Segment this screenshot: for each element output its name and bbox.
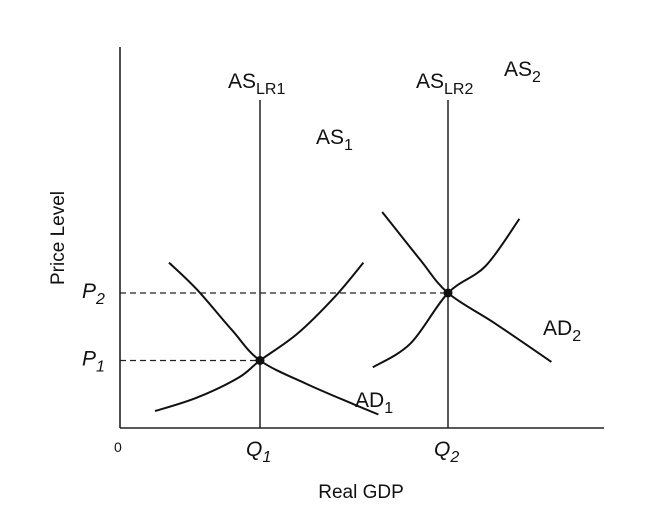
chart-labels: 0 Real GDP Price Level AS1 AD1 AS2 AD2 ASLR1… — [48, 58, 581, 503]
x-tick-q2: Q2 — [434, 438, 459, 466]
series-label-as1: AS1 — [316, 126, 353, 154]
series-label-ad1: AD1 — [355, 389, 393, 417]
x-axis-label: Real GDP — [318, 482, 404, 503]
equilibrium-point — [443, 288, 453, 298]
y-tick-p2: P2 — [82, 280, 105, 308]
chart-curves — [120, 100, 552, 428]
equilibrium-point — [255, 356, 265, 365]
series-label-ad2: AD2 — [543, 317, 581, 345]
ad-curve-2 — [381, 211, 552, 363]
ad-curve-1 — [168, 261, 379, 416]
y-tick-p1: P1 — [82, 348, 105, 376]
y-axis-label: Price Level — [48, 191, 69, 285]
series-label-as2: AS2 — [504, 58, 541, 86]
chart-axes — [119, 47, 604, 429]
origin-label: 0 — [114, 439, 122, 455]
series-label-aslr1: ASLR1 — [228, 70, 285, 98]
as-curve-1 — [154, 261, 365, 413]
x-tick-q1: Q1 — [246, 438, 271, 466]
series-label-aslr2: ASLR2 — [416, 70, 473, 98]
